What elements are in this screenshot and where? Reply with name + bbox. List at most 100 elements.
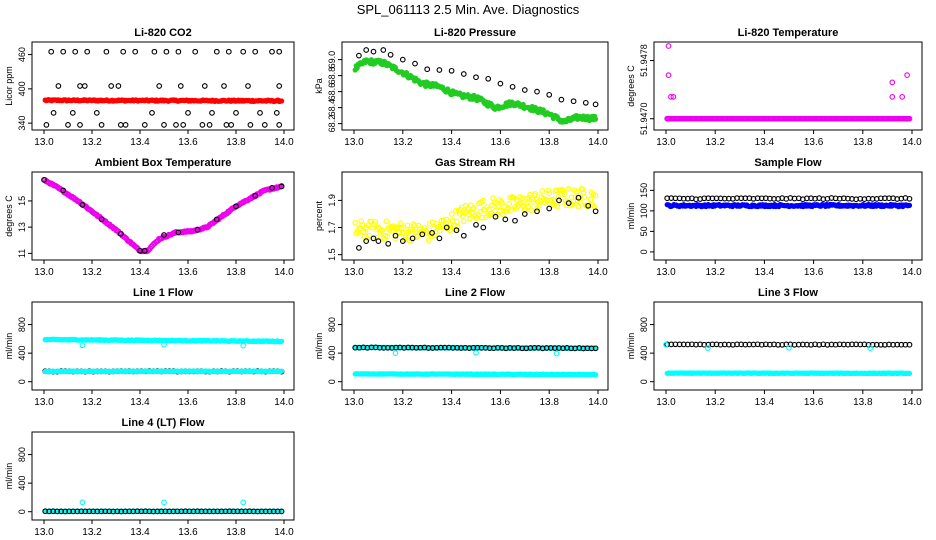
data-point [276,122,283,128]
data-point [79,499,86,506]
data-point [525,203,532,210]
data-point [473,221,479,228]
data-point [460,232,467,239]
x-tick-label: 13.8 [539,267,559,278]
plot-frame [341,301,609,391]
data-point [508,207,514,213]
data-point [906,370,913,377]
plot-frame [653,301,923,391]
x-tick-label: 13.0 [34,137,54,148]
y-tick-label: 68.6 [327,83,337,101]
data-point [202,508,209,515]
data-point [194,508,201,515]
data-point [553,350,560,357]
data-point [592,116,599,122]
chart-title: Ambient Box Temperature [95,157,232,169]
x-tick-label: 13.4 [442,267,462,278]
data-point [78,508,85,515]
data-point [411,222,418,229]
chart-title: Li-820 Temperature [738,27,839,39]
data-point [234,508,241,515]
data-point [532,190,539,197]
chart-title: Sample Flow [754,157,822,169]
plot-frame [653,41,923,131]
series-black-low [50,110,280,116]
x-tick-label: 13.0 [34,267,54,278]
y-tick-label: 0 [639,249,649,254]
data-point [400,225,407,231]
data-point [560,188,567,195]
y-axis-label: kPa [314,78,324,94]
data-point [106,508,113,515]
chart-co2: Li-820 CO2 13.0 13.2 13.4 13.6 13.8 14.0 340 400… [4,27,295,148]
data-point [522,207,529,214]
data-point [397,220,404,226]
data-point [393,344,399,351]
data-point [233,110,239,116]
x-tick-label: 13.2 [393,267,413,278]
data-point [392,236,399,242]
data-point [352,219,359,226]
data-point [387,51,394,58]
data-point [240,48,247,55]
data-point [175,229,182,236]
data-point [180,122,187,128]
x-tick-label: 13.4 [755,397,775,408]
series-black [352,344,599,352]
data-point [98,216,105,223]
data-point [499,345,505,351]
data-point [142,508,149,515]
y-axis-label: ml/min [4,463,14,490]
data-point [592,101,599,108]
data-point [381,236,388,242]
data-point [592,192,599,199]
data-point [492,213,499,220]
data-point [161,341,167,348]
y-axis-label: degrees C [626,65,636,107]
data-point [592,345,599,352]
data-point [122,508,129,515]
plot-frame [31,171,295,261]
y-tick-label: 460 [17,47,27,62]
data-point [117,122,124,128]
y-tick-label: 1.7 [327,221,337,234]
data-point [213,48,220,55]
data-point [573,188,580,195]
data-point [904,72,910,78]
data-point [273,110,280,116]
data-point [84,48,91,55]
chart-temperature: Li-820 Temperature 13.0 13.2 13.4 13.6 13.8 14… [626,27,923,148]
x-tick-label: 13.8 [226,527,246,538]
data-point [177,83,184,89]
data-point [185,110,191,116]
data-point [378,228,385,234]
chart-title: Line 4 (LT) Flow [122,417,205,429]
data-point [117,230,124,237]
series-yellow [352,186,599,244]
data-point [565,200,572,206]
x-tick-label: 13.2 [393,137,413,148]
x-tick-label: 14.0 [902,267,922,278]
x-tick-label: 13.2 [705,267,725,278]
x-tick-label: 14.0 [274,397,294,408]
data-point [173,122,179,128]
data-point [79,202,86,208]
data-point [488,210,494,217]
x-tick-label: 13.8 [539,137,559,148]
x-tick-label: 13.2 [82,527,102,538]
y-tick-label: 800 [327,317,337,332]
data-point [226,508,233,515]
x-tick-label: 13.0 [34,527,54,538]
y-tick-label: 0 [17,379,27,384]
series-black [41,177,285,254]
chart-title: Line 3 Flow [758,287,818,299]
data-point [906,115,913,122]
data-point [279,338,285,344]
x-tick-label: 13.4 [130,397,150,408]
data-point [448,211,455,217]
data-point [428,233,435,240]
y-tick-label: 100 [639,203,649,218]
data-point [556,197,562,204]
data-point [222,508,229,515]
y-tick-label: 400 [17,476,27,491]
